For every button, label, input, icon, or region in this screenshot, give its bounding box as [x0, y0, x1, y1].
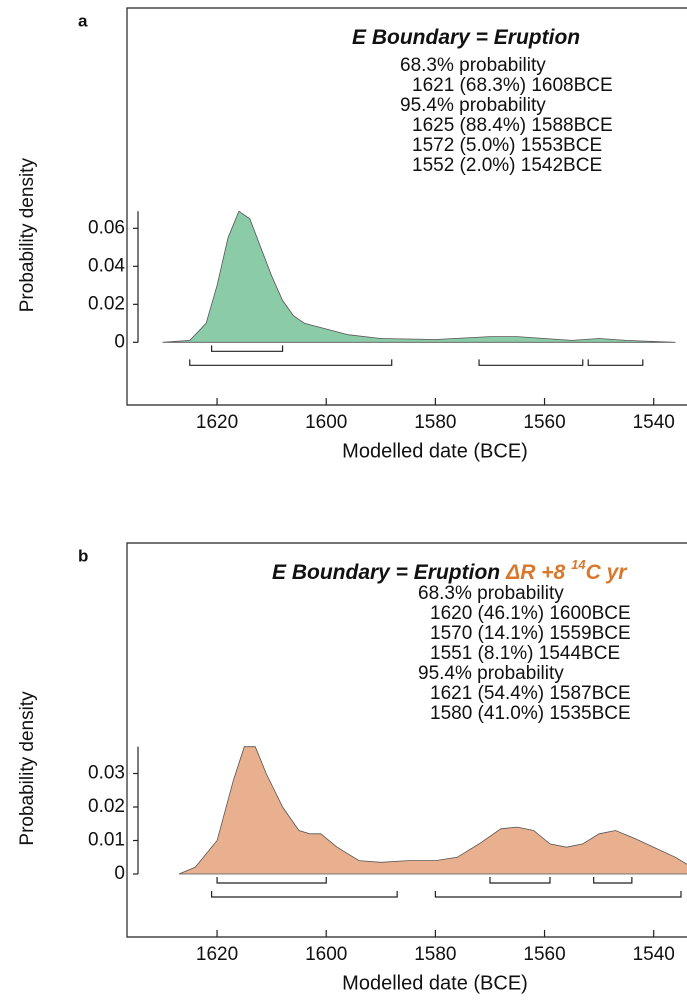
y-tick-label: 0.06	[88, 217, 125, 238]
interval-range: 1552 (2.0%) 1542BCE	[412, 155, 602, 176]
hpd-bracket	[211, 891, 398, 898]
y-tick-label: 0	[114, 331, 125, 352]
hpd-bracket	[211, 345, 284, 352]
y-tick-label: 0.02	[88, 293, 125, 314]
chart-title: E Boundary = Eruption	[352, 26, 580, 49]
y-axis-label: Probability density	[17, 691, 38, 846]
interval-range: 1570 (14.1%) 1559BCE	[430, 623, 631, 644]
interval-range: 1580 (41.0%) 1535BCE	[430, 703, 631, 724]
x-tick-label: 1540	[633, 412, 675, 433]
y-axis-label: Probability density	[17, 158, 38, 313]
hpd-bracket	[587, 359, 644, 366]
plot-frame	[126, 542, 687, 938]
hpd-bracket	[189, 359, 393, 366]
y-tick-label: 0.04	[88, 255, 125, 276]
x-tick-label: 1540	[633, 944, 675, 965]
x-tick-label: 1560	[523, 944, 565, 965]
x-tick-label: 1620	[196, 944, 238, 965]
title-text: E Boundary = Eruption	[272, 561, 500, 584]
interval-heading: 68.3% probability	[418, 583, 564, 604]
hpd-bracket	[434, 891, 682, 898]
y-tick-label: 0.02	[88, 796, 125, 817]
hpd-bracket	[489, 877, 551, 884]
x-tick-label: 1600	[305, 412, 347, 433]
interval-range: 1572 (5.0%) 1553BCE	[412, 135, 602, 156]
panel-label: a	[78, 11, 88, 30]
x-tick-label: 1620	[196, 412, 238, 433]
interval-range: 1551 (8.1%) 1544BCE	[430, 643, 620, 664]
interval-heading: 68.3% probability	[400, 55, 546, 76]
hpd-bracket	[593, 877, 633, 884]
panel-label: b	[78, 546, 88, 565]
interval-heading: 95.4% probability	[418, 663, 564, 684]
density-area	[178, 746, 687, 875]
annotation-unit: C yr	[586, 561, 629, 584]
hpd-bracket	[478, 359, 584, 366]
title-text: E Boundary = Eruption	[352, 26, 580, 49]
x-tick-label: 1560	[523, 412, 565, 433]
hpd-bracket	[216, 877, 327, 884]
interval-range: 1621 (54.4%) 1587BCE	[430, 683, 631, 704]
y-tick-label: 0.03	[88, 763, 125, 784]
x-tick-label: 1580	[414, 412, 456, 433]
interval-range: 1621 (68.3%) 1608BCE	[412, 75, 613, 96]
x-tick-label: 1600	[305, 944, 347, 965]
x-axis-label: Modelled date (BCE)	[342, 972, 528, 994]
x-axis-label: Modelled date (BCE)	[342, 440, 528, 462]
annotation: ΔR +8	[505, 561, 565, 584]
interval-range: 1625 (88.4%) 1588BCE	[412, 115, 613, 136]
annotation-sup: 14	[571, 557, 586, 572]
interval-range: 1620 (46.1%) 1600BCE	[430, 603, 631, 624]
plot-frame	[126, 7, 687, 406]
y-tick-label: 0.01	[88, 830, 125, 851]
chart-title: E Boundary = Eruption ΔR +8 14C yr	[272, 557, 628, 583]
density-area	[162, 210, 676, 343]
interval-heading: 95.4% probability	[400, 95, 546, 116]
y-tick-label: 0	[114, 863, 125, 884]
x-tick-label: 1580	[414, 944, 456, 965]
